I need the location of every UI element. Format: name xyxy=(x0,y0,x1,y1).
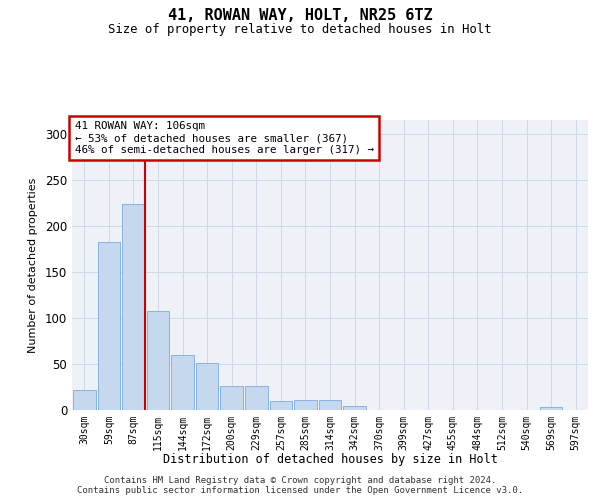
Y-axis label: Number of detached properties: Number of detached properties xyxy=(28,178,38,352)
Bar xyxy=(245,386,268,410)
Bar xyxy=(73,390,95,410)
Bar xyxy=(294,400,317,410)
Bar xyxy=(146,312,169,410)
Bar xyxy=(122,204,145,410)
Bar xyxy=(540,407,562,410)
Text: Size of property relative to detached houses in Holt: Size of property relative to detached ho… xyxy=(108,22,492,36)
Text: Contains public sector information licensed under the Open Government Licence v3: Contains public sector information licen… xyxy=(77,486,523,495)
Bar xyxy=(220,386,243,410)
Text: 41, ROWAN WAY, HOLT, NR25 6TZ: 41, ROWAN WAY, HOLT, NR25 6TZ xyxy=(167,8,433,22)
Bar xyxy=(171,355,194,410)
Bar xyxy=(319,400,341,410)
Bar xyxy=(343,406,366,410)
Bar xyxy=(98,242,120,410)
Bar xyxy=(196,363,218,410)
Text: 41 ROWAN WAY: 106sqm
← 53% of detached houses are smaller (367)
46% of semi-deta: 41 ROWAN WAY: 106sqm ← 53% of detached h… xyxy=(74,122,374,154)
Bar xyxy=(269,401,292,410)
Text: Distribution of detached houses by size in Holt: Distribution of detached houses by size … xyxy=(163,452,497,466)
Text: Contains HM Land Registry data © Crown copyright and database right 2024.: Contains HM Land Registry data © Crown c… xyxy=(104,476,496,485)
